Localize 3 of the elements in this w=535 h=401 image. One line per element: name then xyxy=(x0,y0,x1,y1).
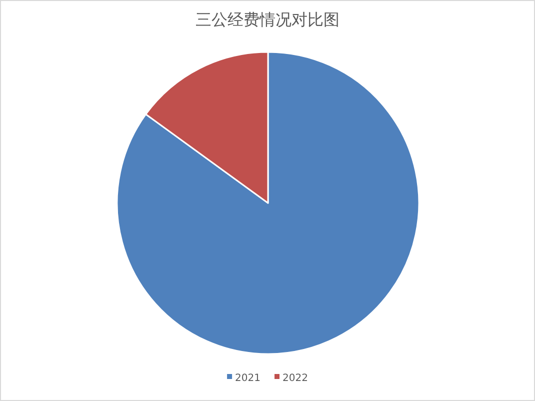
legend-label: 2021 xyxy=(235,373,260,384)
chart-title: 三公经费情况对比图 xyxy=(196,10,340,29)
legend-label: 2022 xyxy=(282,373,308,384)
